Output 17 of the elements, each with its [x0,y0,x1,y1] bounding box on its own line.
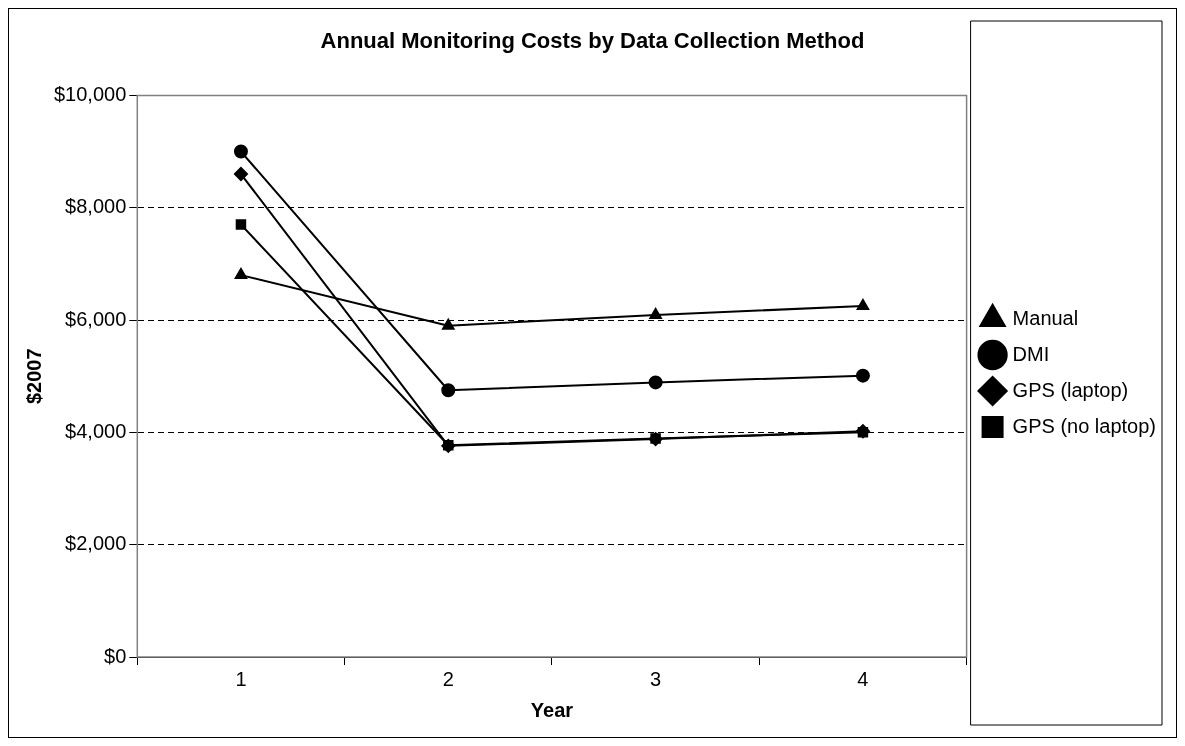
y-tick-label: $6,000 [65,307,127,330]
y-tick-label: $4,000 [65,419,127,442]
y-tick-label: $2,000 [65,532,127,555]
y-tick-label: $0 [104,644,127,667]
x-tick-label: 2 [442,667,454,690]
legend-label: GPS (no laptop) [1012,414,1157,437]
legend-label: DMI [1012,342,1050,365]
x-tick-label: 1 [235,667,247,690]
legend-label: Manual [1012,306,1079,329]
y-axis-title: $2007 [22,348,45,405]
y-tick-label: $8,000 [65,195,127,218]
y-tick-label: $10,000 [54,82,127,105]
chart-title: Annual Monitoring Costs by Data Collection Method [320,28,865,54]
x-tick-label: 3 [650,667,662,690]
x-tick-label: 4 [857,667,869,690]
x-axis-title: Year [530,698,574,721]
legend-label: GPS (laptop) [1012,378,1129,401]
